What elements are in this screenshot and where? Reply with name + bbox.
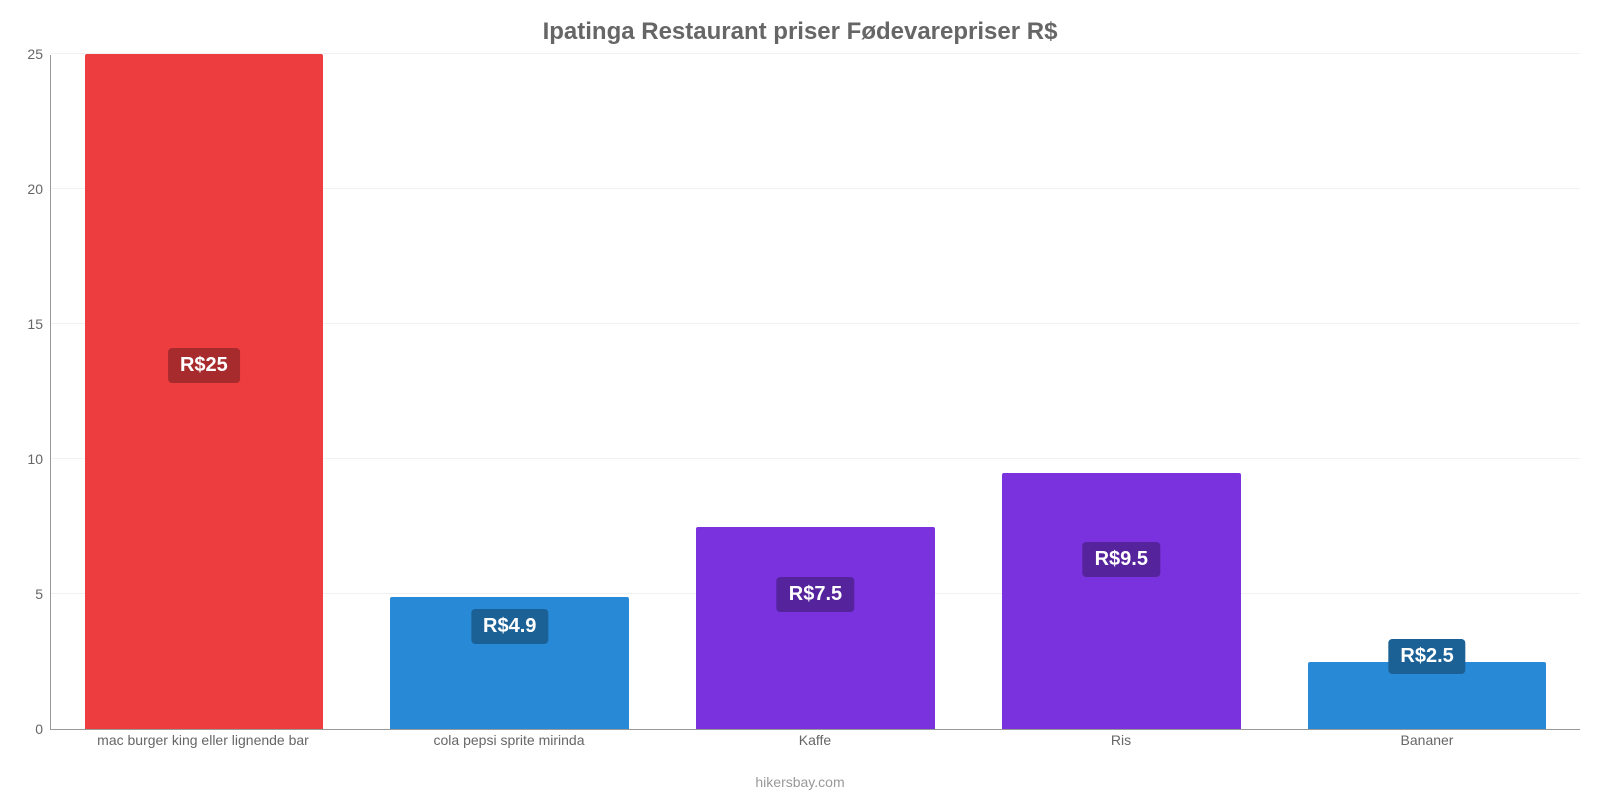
- y-tick-label: 5: [35, 586, 51, 602]
- bar-slot: R$25: [51, 55, 357, 729]
- source-attribution: hikersbay.com: [0, 774, 1600, 790]
- bar-value-label: R$25: [168, 348, 240, 383]
- bar-slot: R$9.5: [968, 55, 1274, 729]
- bar: [696, 527, 935, 730]
- y-tick-label: 25: [27, 46, 51, 62]
- y-tick-label: 15: [27, 316, 51, 332]
- bar-slot: R$7.5: [663, 55, 969, 729]
- y-tick-label: 20: [27, 181, 51, 197]
- bar-slot: R$4.9: [357, 55, 663, 729]
- bar-slot: R$2.5: [1274, 55, 1580, 729]
- bar-value-label: R$4.9: [471, 609, 548, 644]
- bar: [85, 54, 324, 729]
- x-tick-label: Kaffe: [662, 732, 968, 748]
- bar-value-label: R$2.5: [1388, 639, 1465, 674]
- x-tick-label: Bananer: [1274, 732, 1580, 748]
- x-tick-label: mac burger king eller lignende bar: [50, 732, 356, 748]
- bar-value-label: R$7.5: [777, 577, 854, 612]
- plot-area: R$25R$4.9R$7.5R$9.5R$2.5 0510152025: [50, 55, 1580, 730]
- y-tick-label: 10: [27, 451, 51, 467]
- x-tick-label: cola pepsi sprite mirinda: [356, 732, 662, 748]
- bars-container: R$25 R$4.9 R$7.5 R$9.5 R$2.5: [51, 55, 1580, 729]
- price-chart: Ipatinga Restaurant priser Fødevareprise…: [0, 0, 1600, 800]
- y-tick-label: 0: [35, 721, 51, 737]
- chart-title: Ipatinga Restaurant priser Fødevareprise…: [0, 18, 1600, 46]
- x-tick-label: Ris: [968, 732, 1274, 748]
- bar: [1002, 473, 1241, 730]
- bar-value-label: R$9.5: [1083, 542, 1160, 577]
- x-axis-labels: mac burger king eller lignende barcola p…: [50, 732, 1580, 748]
